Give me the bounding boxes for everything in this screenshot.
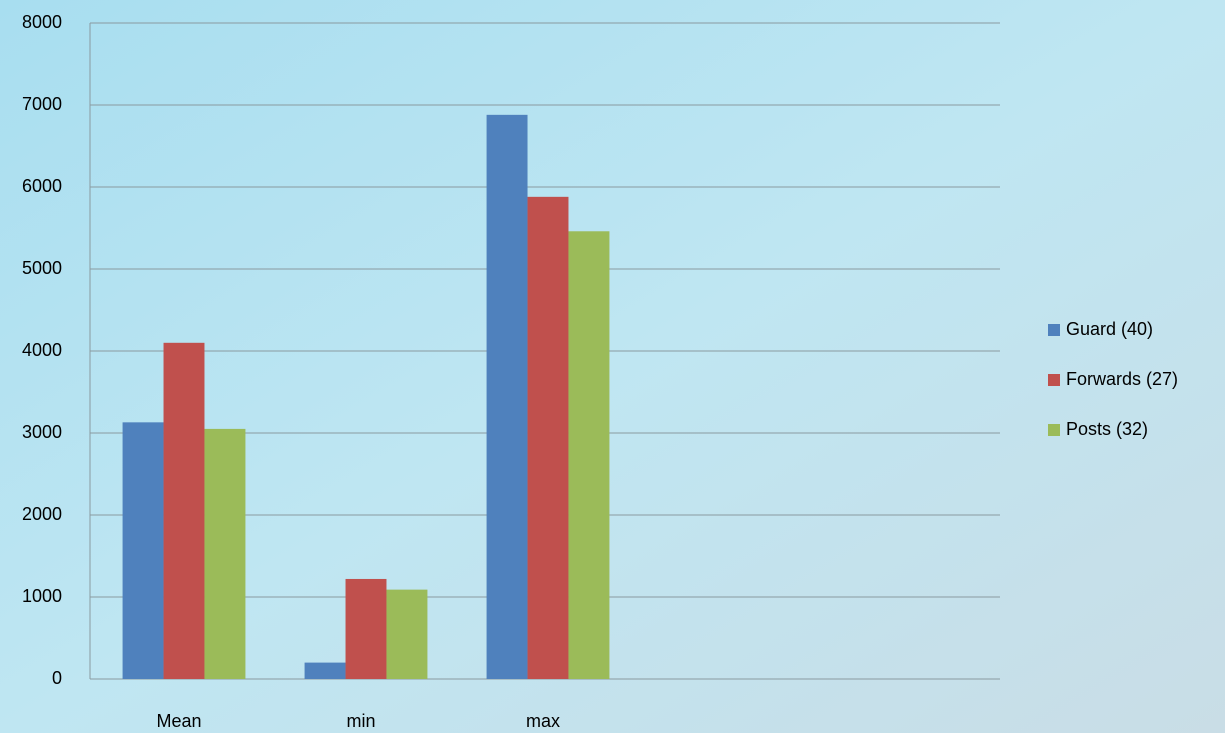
bar <box>527 196 569 679</box>
y-tick-label: 3000 <box>22 422 62 442</box>
bar <box>345 578 387 679</box>
legend-label: Guard (40) <box>1066 319 1153 339</box>
y-tick-label: 5000 <box>22 258 62 278</box>
legend-swatch <box>1048 324 1060 336</box>
bar <box>386 589 428 679</box>
y-tick-label: 4000 <box>22 340 62 360</box>
x-tick-label: Mean <box>156 711 201 731</box>
bar <box>486 114 528 680</box>
y-tick-label: 7000 <box>22 94 62 114</box>
y-tick-label: 6000 <box>22 176 62 196</box>
y-tick-label: 2000 <box>22 504 62 524</box>
y-tick-label: 0 <box>52 668 62 688</box>
legend-label: Forwards (27) <box>1066 369 1178 389</box>
legend-swatch <box>1048 424 1060 436</box>
bar <box>204 428 246 679</box>
y-tick-label: 1000 <box>22 586 62 606</box>
bar <box>568 231 610 679</box>
x-tick-label: max <box>526 711 560 731</box>
bar <box>163 342 205 679</box>
bar <box>122 422 164 679</box>
x-tick-label: min <box>346 711 375 731</box>
bar <box>304 662 346 679</box>
legend-label: Posts (32) <box>1066 419 1148 439</box>
y-tick-label: 8000 <box>22 12 62 32</box>
legend-swatch <box>1048 374 1060 386</box>
